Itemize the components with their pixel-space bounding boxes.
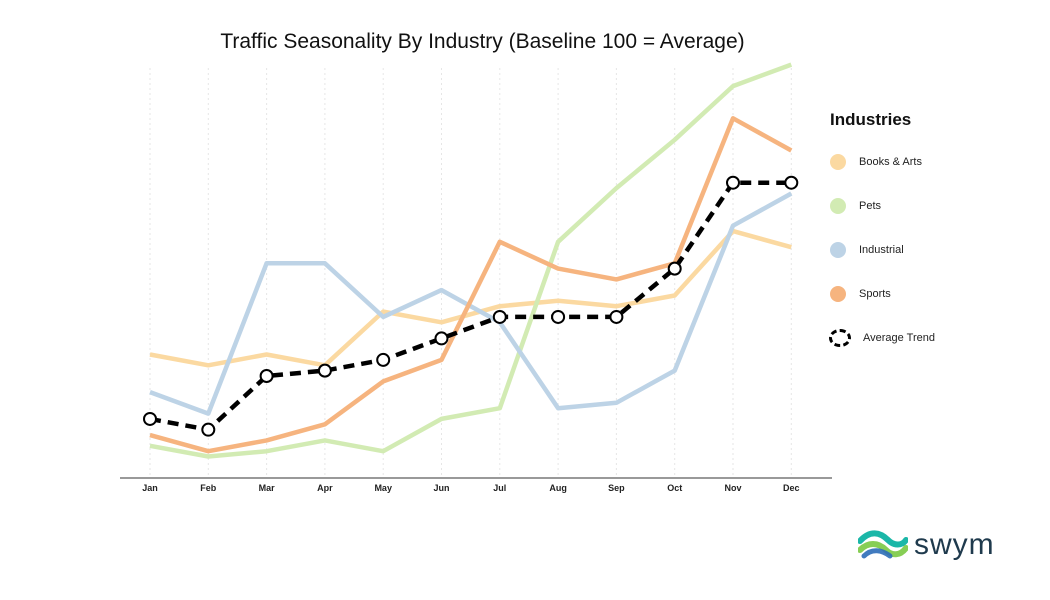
x-tick-label-apr: Apr	[317, 483, 333, 493]
series-line-industrial	[149, 191, 793, 416]
x-tick-label-sep: Sep	[608, 483, 625, 493]
trend-point-may	[376, 352, 391, 367]
trend-point-dec	[784, 175, 799, 190]
legend-item-books-arts: Books & Arts	[830, 140, 1030, 184]
legend-label: Average Trend	[863, 332, 935, 344]
trend-point-jun	[434, 331, 449, 346]
legend-label: Books & Arts	[859, 156, 922, 168]
trend-point-jul	[492, 309, 507, 324]
x-tick-label-jul: Jul	[493, 483, 506, 493]
x-tick-label-feb: Feb	[200, 483, 217, 493]
legend-title: Industries	[830, 110, 912, 129]
x-tick-label-may: May	[374, 483, 392, 493]
legend-item-sports: Sports	[830, 272, 1030, 316]
legend-swatch-pets	[830, 198, 846, 214]
legend-item-average-trend: Average Trend	[829, 316, 1030, 360]
x-tick-label-jan: Jan	[142, 483, 158, 493]
legend-swatch-average-trend	[829, 329, 851, 347]
x-tick-label-aug: Aug	[549, 483, 567, 493]
legend-item-pets: Pets	[830, 184, 1030, 228]
x-tick-label-nov: Nov	[724, 483, 741, 493]
x-tick-label-oct: Oct	[667, 483, 682, 493]
legend-swatch-sports	[830, 286, 846, 302]
trend-point-sep	[609, 309, 624, 324]
legend-label: Pets	[859, 200, 882, 212]
trend-point-mar	[259, 369, 274, 383]
trend-point-feb	[201, 422, 216, 437]
swym-logo: swym	[858, 528, 995, 562]
trend-point-apr	[317, 363, 332, 378]
series-line-sports	[149, 116, 793, 454]
series-line-books-arts	[149, 228, 792, 368]
x-tick-label-dec: Dec	[783, 483, 800, 493]
trend-point-aug	[551, 309, 566, 324]
trend-point-jan	[143, 411, 157, 426]
swym-wave-icon	[858, 530, 908, 559]
series-line-pets	[149, 62, 793, 459]
x-tick-label-jun: Jun	[433, 483, 449, 493]
legend-label: Industrial	[859, 244, 904, 256]
trend-point-oct	[667, 261, 682, 276]
trend-point-nov	[726, 175, 740, 190]
legend-swatch-books-arts	[830, 154, 846, 170]
series-line-average-trend	[149, 180, 792, 432]
legend-swatch-industrial	[830, 242, 846, 258]
x-tick-label-mar: Mar	[259, 483, 276, 493]
legend-label: Sports	[859, 288, 891, 300]
logo-wordmark: swym	[914, 528, 995, 561]
legend-item-industrial: Industrial	[830, 228, 1030, 272]
legend: Industries Books & Arts Pets Industrial …	[829, 110, 1030, 360]
chart-title: Traffic Seasonality By Industry (Baselin…	[220, 30, 745, 53]
